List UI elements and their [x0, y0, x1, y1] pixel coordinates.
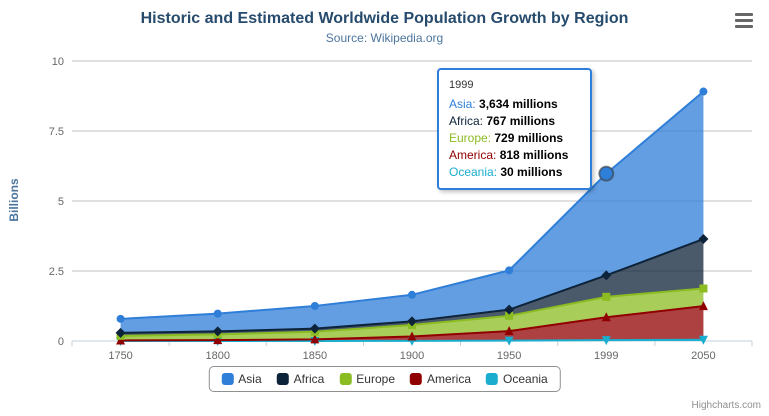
- data-point-america-1999[interactable]: [601, 312, 611, 322]
- legend-label: Africa: [293, 372, 325, 386]
- x-axis-label: 1750: [108, 350, 132, 362]
- tooltip-series-name: Asia:: [449, 97, 480, 111]
- data-point-america-1900[interactable]: [407, 331, 417, 341]
- data-point-europe-1950[interactable]: [505, 311, 514, 320]
- tooltip-series-name: Europe:: [449, 131, 495, 145]
- tooltip-series-name: America:: [449, 148, 500, 162]
- x-axis-label: 1850: [303, 350, 327, 362]
- data-point-europe-2050[interactable]: [699, 284, 708, 293]
- chart-subtitle: Source: Wikipedia.org: [325, 31, 444, 45]
- data-point-america-2050[interactable]: [698, 301, 708, 311]
- data-point-oceania-1950[interactable]: [504, 336, 514, 346]
- data-point-africa-1999[interactable]: [601, 270, 612, 281]
- chart-title: Historic and Estimated Worldwide Populat…: [140, 10, 629, 27]
- legend-item-oceania[interactable]: Oceania: [486, 372, 548, 386]
- x-axis-label: 1800: [205, 350, 229, 362]
- legend-swatch-icon: [486, 373, 499, 385]
- y-axis-label: 2.5: [49, 266, 64, 278]
- legend-swatch-icon: [339, 373, 352, 385]
- area-asia: [120, 91, 704, 333]
- tooltip-row-asia: Asia: 3,634 millions: [449, 96, 580, 113]
- tooltip-series-value: 818 millions: [499, 148, 569, 162]
- y-axis-label: 7.5: [49, 126, 64, 138]
- hovered-data-point[interactable]: [598, 165, 615, 182]
- y-axis-label: 10: [52, 56, 64, 68]
- data-point-africa-1750[interactable]: [115, 327, 126, 338]
- tooltip-row-europe: Europe: 729 millions: [449, 130, 580, 147]
- legend-item-europe[interactable]: Europe: [339, 372, 395, 386]
- area-africa: [120, 239, 704, 336]
- tooltip-series-value: 767 millions: [486, 114, 556, 128]
- legend-label: Asia: [238, 372, 262, 386]
- hamburger-menu-icon: [735, 25, 753, 28]
- data-point-africa-1900[interactable]: [407, 316, 417, 327]
- data-point-africa-2050[interactable]: [698, 234, 709, 245]
- legend-item-america[interactable]: America: [410, 372, 471, 386]
- credits-link[interactable]: Highcharts.com: [691, 400, 761, 411]
- tooltip-row-oceania: Oceania: 30 millions: [449, 164, 580, 181]
- data-point-asia-1850[interactable]: [310, 301, 319, 310]
- tooltip: 1999 Asia: 3,634 millions Africa: 767 mil…: [437, 68, 592, 190]
- data-point-america-1950[interactable]: [504, 326, 514, 336]
- x-axis-label: 1900: [400, 350, 424, 362]
- tooltip-series-name: Africa:: [449, 114, 487, 128]
- hamburger-menu-icon: [735, 19, 753, 22]
- tooltip-series-value: 3,634 millions: [479, 97, 558, 111]
- tooltip-row-america: America: 818 millions: [449, 147, 580, 164]
- data-point-europe-1999[interactable]: [602, 292, 611, 301]
- legend-item-africa[interactable]: Africa: [276, 372, 325, 386]
- data-point-asia-2050[interactable]: [699, 87, 708, 96]
- data-point-africa-1850[interactable]: [309, 323, 320, 334]
- tooltip-series-value: 30 millions: [500, 165, 563, 179]
- data-point-asia-1800[interactable]: [213, 309, 222, 318]
- data-point-oceania-2050[interactable]: [698, 335, 708, 345]
- data-point-asia-1750[interactable]: [116, 314, 125, 323]
- data-point-america-1750[interactable]: [116, 335, 126, 345]
- data-point-america-1800[interactable]: [213, 335, 223, 345]
- tooltip-header: 1999: [449, 79, 474, 91]
- tooltip-rows: Asia: 3,634 millions Africa: 767 millions…: [449, 96, 580, 181]
- y-axis-title: Billions: [7, 178, 21, 222]
- legend: Asia Africa Europe America Oceania: [208, 366, 561, 392]
- export-menu-button[interactable]: [735, 13, 753, 28]
- legend-swatch-icon: [221, 373, 234, 385]
- tooltip-series-value: 729 millions: [494, 131, 564, 145]
- legend-label: Europe: [356, 372, 396, 386]
- legend-label: America: [427, 372, 472, 386]
- legend-item-asia[interactable]: Asia: [221, 372, 262, 386]
- legend-label: Oceania: [503, 372, 548, 386]
- data-point-africa-1800[interactable]: [212, 326, 223, 337]
- legend-swatch-icon: [410, 373, 423, 385]
- data-point-asia-1950[interactable]: [505, 266, 514, 275]
- data-point-asia-1900[interactable]: [408, 290, 416, 299]
- legend-swatch-icon: [276, 373, 289, 385]
- area-america: [120, 306, 704, 341]
- tooltip-row-africa: Africa: 767 millions: [449, 113, 580, 130]
- data-point-africa-1950[interactable]: [504, 304, 515, 315]
- x-axis-label: 1999: [594, 350, 618, 362]
- y-axis-label: 5: [58, 196, 64, 208]
- tooltip-series-name: Oceania:: [449, 165, 501, 179]
- data-point-oceania-1999[interactable]: [601, 336, 611, 346]
- hamburger-menu-icon: [735, 13, 753, 16]
- y-axis-label: 0: [58, 336, 64, 348]
- data-point-america-1850[interactable]: [310, 334, 320, 344]
- x-axis-label: 2050: [691, 350, 715, 362]
- x-axis-label: 1950: [497, 350, 521, 362]
